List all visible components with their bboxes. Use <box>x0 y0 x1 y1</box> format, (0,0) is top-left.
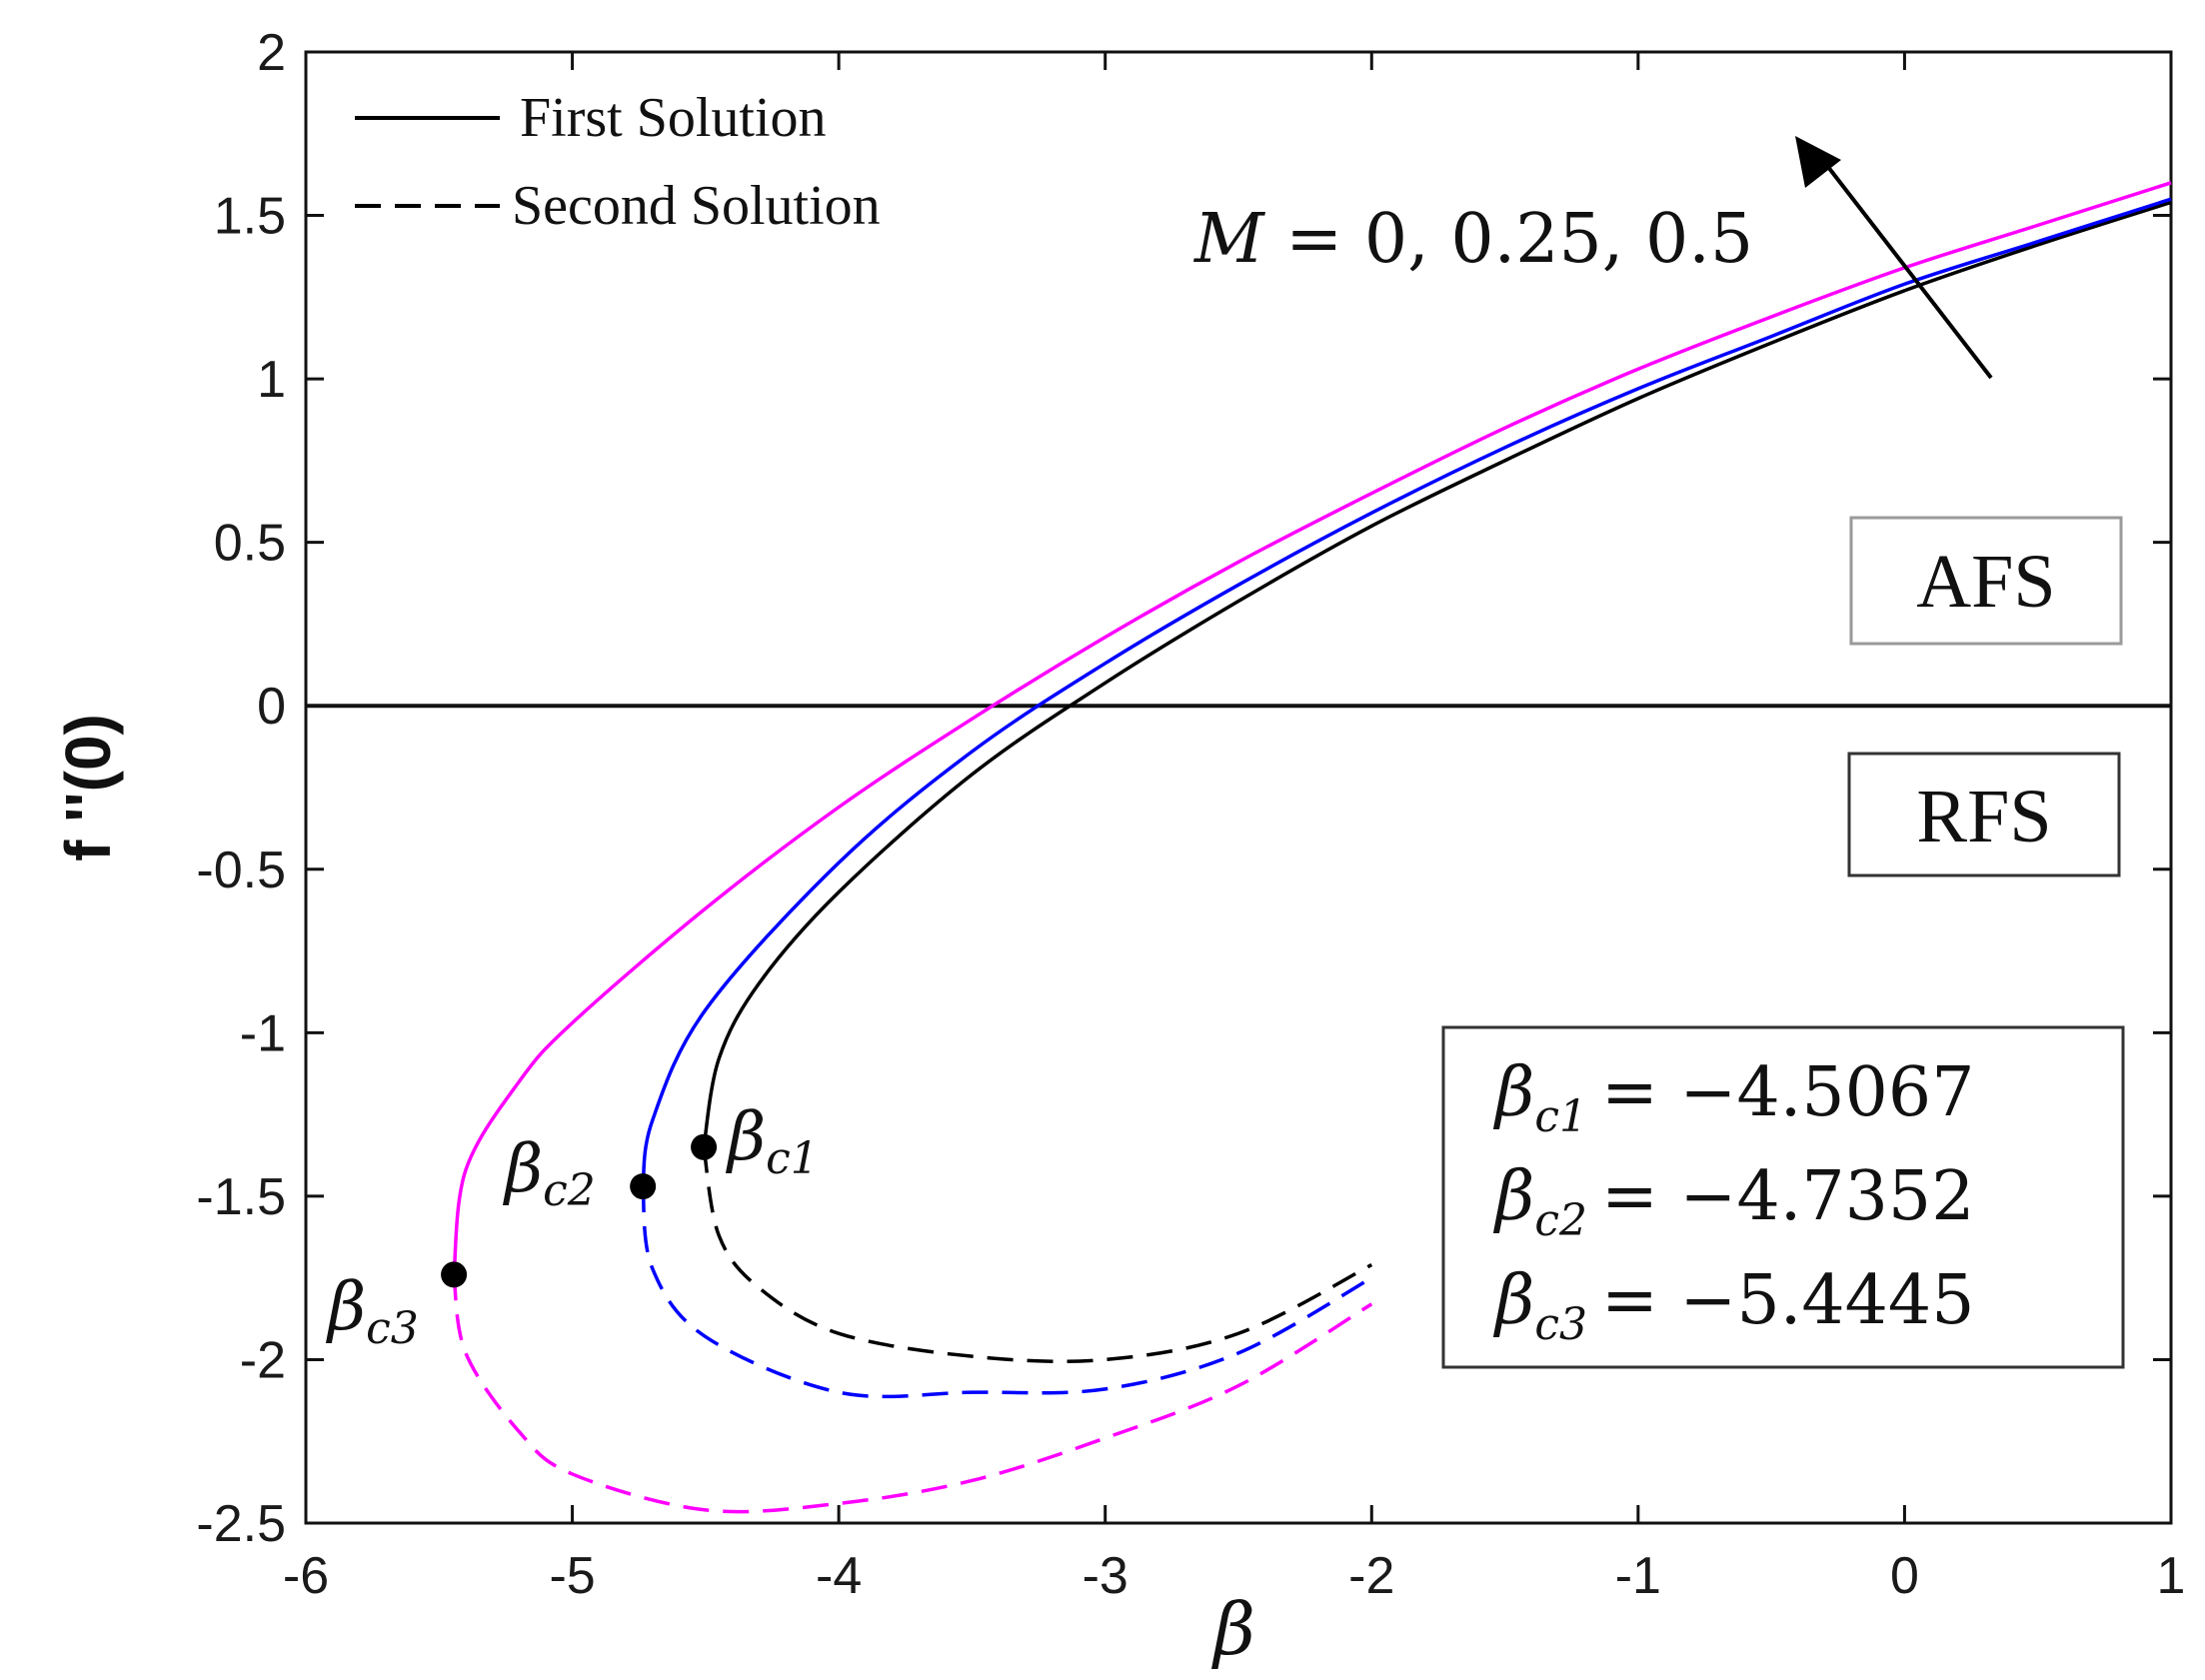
legend-label-first: First Solution <box>520 87 827 149</box>
axis-ticks: -6 -5 -4 -3 -2 -1 0 1 2 1.5 1 0.5 0 -0.5 -1 -1.5 -2 -2.5 <box>196 24 2185 1605</box>
x-axis-label: β <box>1210 1587 1255 1671</box>
plot-frame <box>304 50 2173 1525</box>
series-3-first-solution-line <box>452 181 2172 1275</box>
x-tick-label: -1 <box>1615 1547 1661 1605</box>
critical-label-c2: βc2 <box>502 1130 596 1216</box>
y-tick-label: -0.5 <box>196 841 286 899</box>
y-tick-label: 1 <box>257 351 286 409</box>
legend: First Solution Second Solution <box>355 87 881 237</box>
y-tick-label: -2 <box>240 1331 286 1389</box>
critical-value-row-1: βc1 = −4.5067 <box>1492 1053 1974 1142</box>
rfs-label: RFS <box>1916 775 2051 858</box>
x-tick-label: 0 <box>1890 1547 1919 1605</box>
afs-box: AFS <box>1849 516 2123 646</box>
critical-label-c3: βc3 <box>325 1268 419 1354</box>
y-tick-label: -1 <box>240 1004 286 1062</box>
critical-markers <box>441 1133 718 1288</box>
y-axis-label: f ''(0) <box>52 714 124 861</box>
m-annotation: M = 0, 0.25, 0.5 <box>1192 200 1753 279</box>
x-tick-label: -5 <box>549 1547 595 1605</box>
critical-values-box: βc1 = −4.5067 βc2 = −4.7352 βc3 = −5.4445 <box>1441 1025 2125 1369</box>
x-tick-label: -3 <box>1083 1547 1128 1605</box>
x-tick-label: -2 <box>1348 1547 1394 1605</box>
series-2-second-solution-line <box>641 1185 1373 1399</box>
y-tick-label: -2.5 <box>196 1495 286 1553</box>
series-1-second-solution-line <box>702 1146 1373 1364</box>
rfs-box: RFS <box>1847 752 2121 877</box>
x-tick-label: 1 <box>2157 1547 2186 1605</box>
y-tick-label: 2 <box>257 24 286 82</box>
series-1-first-solution-line <box>702 200 2172 1148</box>
y-tick-label: 0.5 <box>214 515 286 573</box>
x-tick-label: -6 <box>283 1547 329 1605</box>
x-tick-label: -4 <box>816 1547 862 1605</box>
series-group <box>452 181 2172 1514</box>
y-tick-label: 0 <box>257 678 286 736</box>
critical-value-row-3: βc3 = −5.4445 <box>1492 1261 1974 1350</box>
critical-value-row-2: βc2 = −4.7352 <box>1492 1157 1974 1246</box>
critical-label-c1: βc1 <box>725 1098 819 1184</box>
series-2-first-solution-line <box>641 197 2172 1187</box>
series-3-second-solution-line <box>452 1274 1373 1514</box>
m-arrow-shaft <box>1819 156 1993 380</box>
m-arrow-head <box>1795 136 1841 188</box>
legend-label-second: Second Solution <box>512 175 881 237</box>
critical-point-marker-1 <box>691 1133 718 1160</box>
afs-label: AFS <box>1916 540 2055 624</box>
y-tick-label: 1.5 <box>214 188 286 246</box>
y-tick-label: -1.5 <box>196 1168 286 1226</box>
critical-point-marker-2 <box>630 1173 657 1200</box>
critical-point-marker-3 <box>441 1261 468 1288</box>
